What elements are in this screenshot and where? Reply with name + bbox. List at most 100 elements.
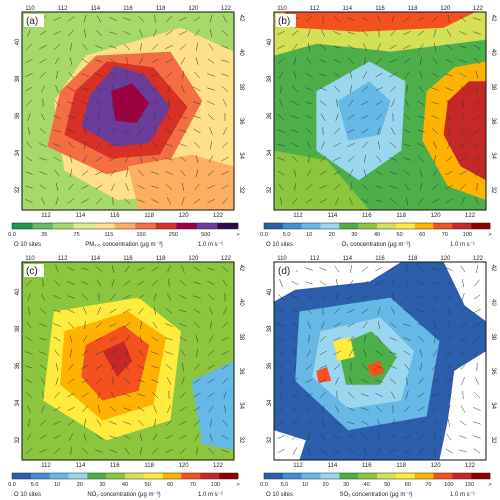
wind-vector <box>431 378 439 384</box>
wind-vector <box>389 157 397 161</box>
wind-vector <box>431 281 439 285</box>
wind-vector <box>307 321 311 329</box>
wind-vector <box>207 198 215 204</box>
wind-vector <box>165 420 173 426</box>
wind-vector <box>69 155 73 163</box>
wind-vector <box>180 57 186 65</box>
wind-vector <box>109 449 117 453</box>
wind-vector <box>96 419 102 427</box>
wind-vector <box>67 420 75 426</box>
wind-vector <box>375 199 383 203</box>
wind-vector <box>82 335 88 343</box>
wind-vector <box>26 321 32 329</box>
wind-vector <box>207 184 215 190</box>
wind-vector <box>335 197 339 205</box>
wind-vector <box>432 349 438 357</box>
colorbar-tick-label: 40 <box>374 232 380 238</box>
wind-vector <box>69 43 73 51</box>
wind-vector <box>151 448 159 454</box>
top-tick-label: 110 <box>25 6 35 12</box>
wind-vector <box>165 184 173 190</box>
wind-vector <box>347 31 355 35</box>
wind-vector <box>167 265 171 273</box>
wind-vector <box>56 363 58 371</box>
wind-vector <box>110 293 116 301</box>
colorbar-segment <box>395 223 415 229</box>
wind-vector <box>280 84 282 94</box>
wind-vector <box>375 58 383 64</box>
wind-vector <box>403 157 411 161</box>
wind-vector <box>166 113 172 121</box>
colorbar-tick-label: 20 <box>77 482 83 488</box>
wind-vector <box>350 85 352 93</box>
wind-vector <box>474 99 480 107</box>
wind-vector <box>291 129 299 133</box>
wind-vector <box>139 335 143 343</box>
wind-vector <box>347 156 355 162</box>
wind-vector <box>151 379 159 383</box>
colorbar-segment <box>301 473 321 479</box>
wind-vector <box>179 115 187 119</box>
wind-vector <box>364 56 366 66</box>
top-tick-label: 110 <box>25 256 35 262</box>
wind-vector <box>81 294 89 300</box>
concentration-region <box>111 83 150 123</box>
wind-vector <box>347 435 355 439</box>
wind-vector <box>137 364 145 370</box>
wind-vector <box>53 143 61 147</box>
wind-vector <box>53 421 61 425</box>
wind-vector <box>25 86 33 92</box>
wind-vector <box>333 435 341 439</box>
wind-vector <box>151 266 159 272</box>
colorbar-segment <box>196 223 218 229</box>
wind-vector <box>431 295 439 299</box>
wind-vector <box>389 351 397 355</box>
wind-vector <box>403 435 411 439</box>
wind-vector <box>109 435 117 439</box>
wind-vector <box>165 434 173 440</box>
wind-vector <box>39 128 47 134</box>
wind-vector <box>277 420 285 426</box>
wind-vector <box>194 321 200 329</box>
wind-vector <box>349 71 353 79</box>
wind-vector <box>278 363 284 371</box>
wind-vector <box>83 127 87 135</box>
wind-vector <box>40 113 46 121</box>
wind-vector <box>279 99 283 107</box>
colorbar-tick-label: 5.0 <box>31 482 39 488</box>
wind-vector <box>475 265 479 273</box>
wind-vector <box>417 115 425 119</box>
wind-vector <box>82 43 88 51</box>
wind-vector <box>347 114 355 120</box>
wind-vector <box>319 198 327 204</box>
concentration-region <box>439 351 486 460</box>
wind-vector <box>123 421 131 425</box>
wind-vector <box>403 309 411 313</box>
wind-vector <box>54 391 60 399</box>
wind-vector <box>28 418 30 428</box>
wind-vector <box>223 307 227 315</box>
wind-vector <box>389 142 397 148</box>
wind-vector <box>307 447 311 455</box>
wind-vector <box>138 127 144 135</box>
wind-vector <box>431 87 439 91</box>
wind-vector <box>319 378 327 384</box>
right-tick-label: 38 <box>238 83 244 90</box>
wind-vector <box>39 184 47 190</box>
wind-vector <box>81 170 89 176</box>
wind-vector <box>81 392 89 398</box>
map-svg: 110 112 114 116 118 120 122 112 114 116 118 120 122 4… <box>8 256 244 498</box>
wind-vector <box>404 71 410 79</box>
left-tick-label: 40 <box>267 288 273 295</box>
wind-vector <box>112 85 114 93</box>
left-tick-label: 32 <box>15 436 21 443</box>
wind-vector <box>223 127 227 135</box>
wind-vector <box>95 156 103 162</box>
wind-vector <box>53 114 61 120</box>
wind-vector <box>431 392 439 398</box>
wind-vector <box>473 435 481 439</box>
bottom-tick-label: 114 <box>76 463 86 469</box>
wind-vector <box>111 363 115 371</box>
wind-vector <box>473 322 481 328</box>
wind-vector <box>403 16 411 22</box>
